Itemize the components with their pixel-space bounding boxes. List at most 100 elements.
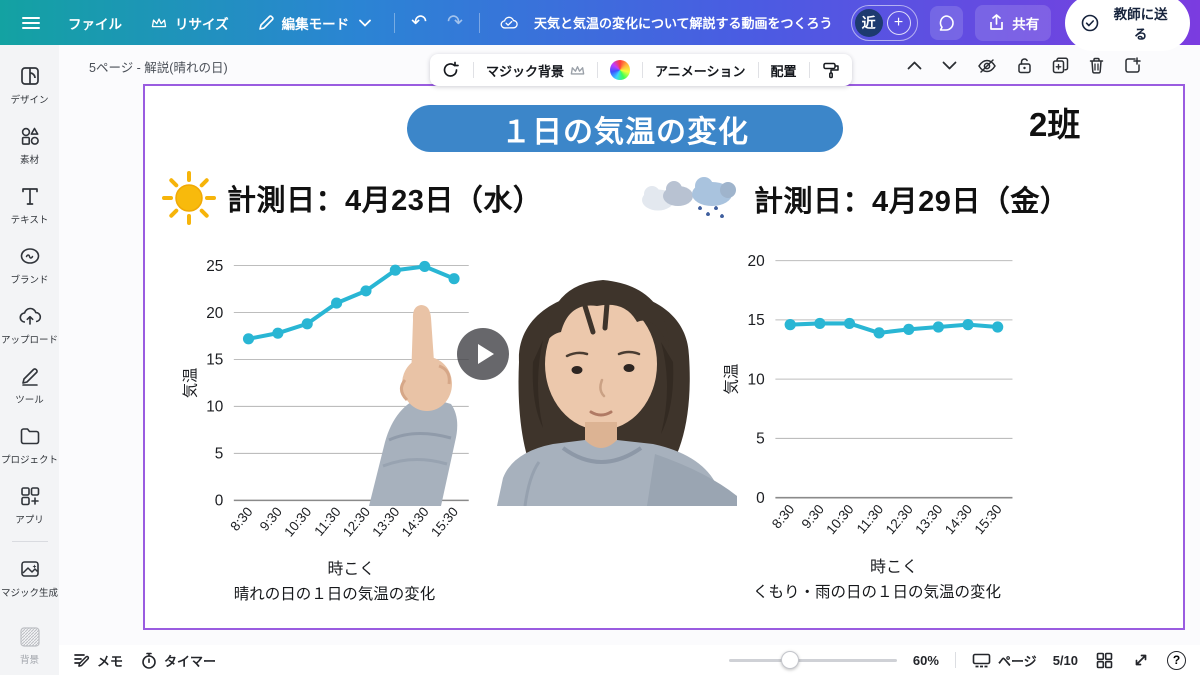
student-photo[interactable]	[355, 244, 737, 506]
collaborators-group: 近 +	[850, 4, 918, 41]
copy-style-button[interactable]	[820, 57, 842, 83]
zoom-slider-thumb[interactable]	[780, 651, 799, 669]
svg-text:5: 5	[215, 446, 224, 463]
share-button[interactable]: 共有	[975, 4, 1052, 41]
add-page-button[interactable]	[1122, 55, 1143, 76]
bottom-status-bar: メモ タイマー 60% ページ 5/10 ?	[59, 645, 1200, 675]
rainy-temperature-chart[interactable]: 0 5 10 15 20 8:30 9:30 10:30 11:30 12:30 13:30 14:3…	[722, 249, 1032, 602]
svg-text:12:30: 12:30	[883, 502, 916, 538]
color-picker-button[interactable]	[608, 56, 632, 84]
bottombar-divider	[954, 652, 956, 668]
toolbar-divider	[642, 62, 644, 78]
slide-page[interactable]: １日の気温の変化 2班 計測日：4月23日（水）	[143, 84, 1185, 630]
position-button[interactable]: 配置	[769, 57, 799, 84]
svg-text:10:30: 10:30	[281, 504, 314, 539]
elements-icon	[18, 124, 42, 148]
svg-text:15:30: 15:30	[428, 504, 461, 539]
fullscreen-button[interactable]	[1131, 650, 1151, 670]
sidebar-item-uploads[interactable]: アップロード	[0, 295, 59, 355]
document-title[interactable]: 天気と気温の変化について解説する動画をつくろう	[533, 16, 833, 31]
sunny-chart-caption: 晴れの日の１日の気温の変化	[233, 586, 436, 603]
svg-text:15:30: 15:30	[972, 502, 1005, 538]
grid-view-button[interactable]	[1094, 650, 1115, 671]
background-pattern-icon	[19, 626, 41, 648]
sidebar-item-tools[interactable]: ツール	[0, 355, 59, 415]
sunny-temperature-chart[interactable]: 0 5 10 15 20 25 8:30 9:30 10:30 11:30 12:30 13:30 14…	[181, 254, 488, 604]
timer-icon	[142, 652, 156, 669]
toolbar-divider	[808, 62, 810, 78]
page-label: 5ページ - 解説(晴れの日)	[89, 61, 228, 75]
timer-button[interactable]: タイマー	[141, 651, 216, 670]
svg-text:13:30: 13:30	[369, 504, 402, 539]
pages-view-button[interactable]: ページ	[972, 651, 1037, 670]
send-to-teacher-button[interactable]: 教師に送る	[1065, 0, 1190, 51]
sidebar-item-background[interactable]: 背景	[0, 617, 59, 675]
svg-text:8:30: 8:30	[769, 502, 797, 532]
svg-text:時こく: 時こく	[870, 558, 918, 576]
svg-text:12:30: 12:30	[340, 504, 373, 539]
svg-text:14:30: 14:30	[399, 504, 432, 539]
sidebar-item-brand[interactable]: ブランド	[0, 235, 59, 295]
rainy-chart-caption: くもり・雨の日の１日の気温の変化	[752, 584, 1001, 601]
svg-text:時こく: 時こく	[328, 560, 375, 578]
delete-button[interactable]	[1087, 55, 1106, 76]
toolbar-divider	[597, 62, 599, 78]
svg-text:8:30: 8:30	[227, 504, 255, 534]
sidebar-item-projects[interactable]: プロジェクト	[0, 415, 59, 475]
move-down-button[interactable]	[940, 59, 959, 72]
edit-mode-button[interactable]: 編集モード	[245, 5, 387, 41]
top-menu-bar: ファイル リサイズ 編集モード ↶ ↷ 天気と気温の変化について解説する動画	[0, 0, 1200, 51]
magic-regenerate-button[interactable]	[440, 57, 463, 83]
sunny-date-heading[interactable]: 計測日：4月23日（水）	[161, 170, 542, 226]
duplicate-button[interactable]	[1050, 55, 1071, 76]
check-circle-icon	[1081, 14, 1099, 32]
svg-text:11:30: 11:30	[311, 504, 343, 539]
sidebar-item-text[interactable]: テキスト	[0, 175, 59, 235]
hide-button[interactable]	[975, 56, 999, 76]
svg-text:気温: 気温	[182, 368, 199, 399]
brand-icon	[18, 244, 42, 268]
comments-button[interactable]	[929, 5, 964, 40]
context-toolbar: マジック背景 アニメーション 配置	[430, 54, 852, 86]
svg-text:0: 0	[215, 493, 224, 510]
sidebar-item-elements[interactable]: 素材	[0, 115, 59, 175]
add-member-button[interactable]: +	[886, 10, 911, 35]
undo-button[interactable]: ↶	[403, 5, 435, 40]
save-status-button[interactable]	[488, 6, 530, 40]
svg-text:気温: 気温	[723, 364, 741, 395]
svg-text:5: 5	[756, 431, 765, 448]
main-menu-button[interactable]	[10, 6, 52, 40]
svg-text:13:30: 13:30	[912, 502, 945, 538]
text-icon	[18, 184, 42, 208]
upload-cloud-icon	[18, 304, 42, 328]
video-play-button[interactable]	[457, 328, 509, 380]
zoom-slider[interactable]	[728, 651, 897, 669]
magic-background-button[interactable]: マジック背景	[484, 57, 587, 84]
lock-button[interactable]	[1015, 55, 1034, 76]
resize-button[interactable]: リサイズ	[138, 5, 241, 41]
rainy-date-heading[interactable]: 計測日：4月29日（金）	[640, 174, 1069, 224]
design-icon	[18, 64, 42, 88]
file-menu-button[interactable]: ファイル	[56, 5, 134, 41]
notes-button[interactable]: メモ	[73, 651, 123, 670]
animation-button[interactable]: アニメーション	[653, 57, 747, 84]
redo-button[interactable]: ↷	[439, 5, 471, 40]
sidebar-item-design[interactable]: デザイン	[0, 55, 59, 115]
svg-text:25: 25	[206, 258, 223, 275]
sidebar-item-apps[interactable]: アプリ	[0, 475, 59, 535]
slide-title[interactable]: １日の気温の変化	[407, 105, 843, 152]
sidebar-item-magic-generate[interactable]: マジック生成	[0, 548, 59, 608]
group-number[interactable]: 2班	[1029, 106, 1081, 143]
notes-icon	[74, 654, 90, 667]
topbar-divider	[394, 12, 396, 33]
move-up-button[interactable]	[905, 59, 924, 72]
help-button[interactable]: ?	[1167, 650, 1186, 670]
left-sidebar: デザイン 素材 テキスト ブランド アップロード ツール プロジェクト アプリ	[0, 45, 59, 675]
cloud-rain-icon	[642, 177, 736, 218]
toolbar-divider	[757, 62, 759, 78]
pencil-icon	[257, 14, 275, 32]
user-avatar[interactable]: 近	[854, 8, 883, 37]
